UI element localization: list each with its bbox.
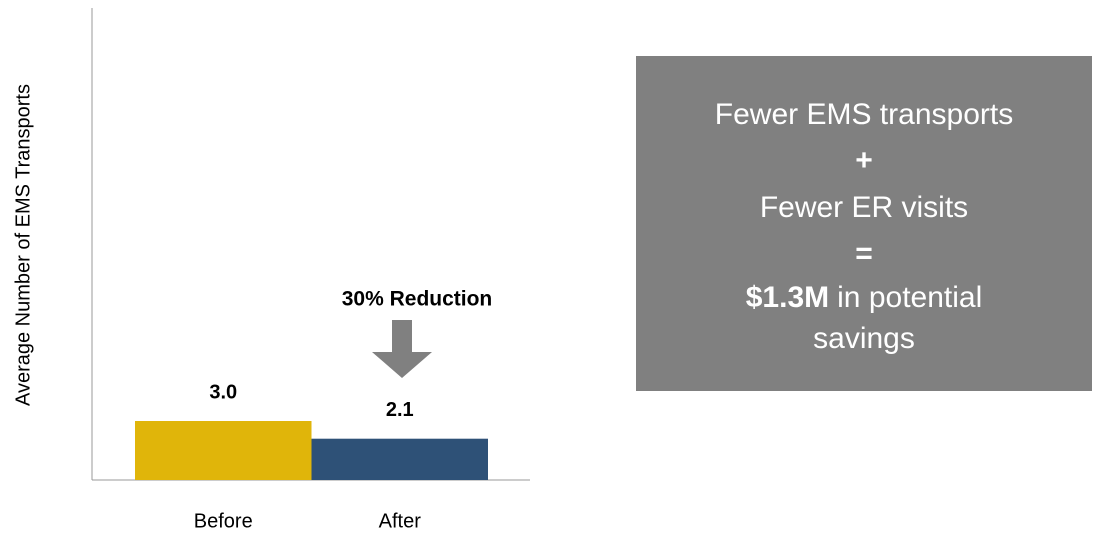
value-label: 2.1 (386, 399, 414, 421)
callout-savings: $1.3M in potential savings (704, 277, 1024, 359)
reduction-arrow (372, 320, 432, 378)
callout-line: Fewer ER visits (759, 191, 969, 224)
x-tick-label: Before (194, 510, 253, 532)
value-label: 3.0 (209, 381, 237, 403)
annotation: 30% Reduction (342, 288, 493, 311)
bar (311, 438, 488, 480)
callout-line: Fewer EMS transports (714, 98, 1014, 131)
callout-box: Fewer EMS transports + Fewer ER visits =… (636, 56, 1092, 391)
callout-amount: $1.3M (745, 281, 830, 314)
callout-operator: + (855, 144, 873, 177)
x-tick-label: After (379, 510, 422, 532)
callout-text: in potential savings (813, 281, 983, 355)
y-axis-label: Average Number of EMS Transports (12, 84, 34, 406)
callout-operator: = (855, 237, 873, 270)
bar (135, 421, 312, 480)
